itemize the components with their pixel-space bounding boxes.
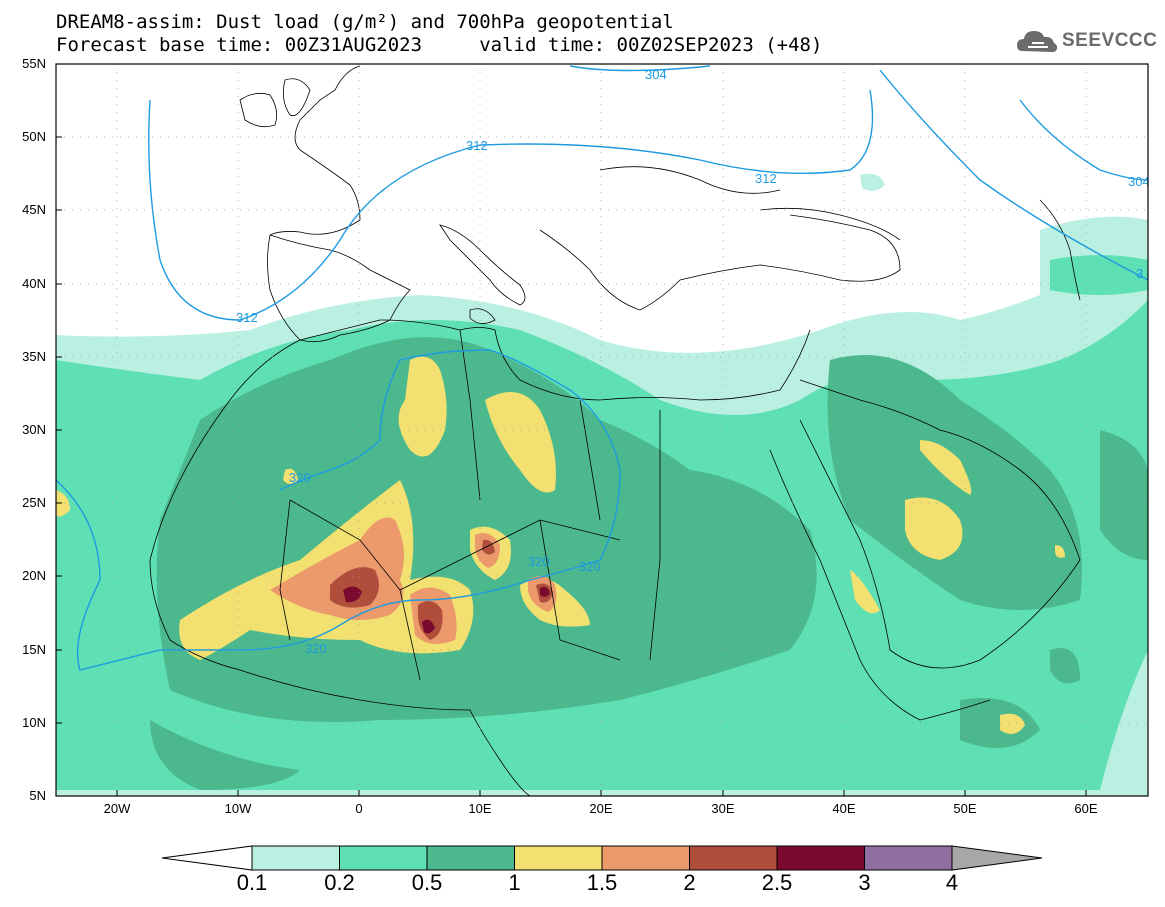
lat-label: 25N bbox=[22, 495, 46, 510]
contour-304-east bbox=[1019, 99, 1148, 181]
lon-label: 10E bbox=[468, 801, 492, 816]
colorbar-level-label: 0.2 bbox=[324, 870, 355, 895]
contour-label: 3 bbox=[1136, 266, 1143, 281]
contour-label: 320 bbox=[579, 559, 601, 574]
colorbar-swatch bbox=[339, 845, 428, 871]
colorbar-level-label: 0.5 bbox=[411, 870, 443, 895]
lat-label: 15N bbox=[22, 642, 46, 657]
lon-label: 40E bbox=[832, 801, 856, 816]
colorbar-level-label: 1 bbox=[508, 870, 521, 895]
colorbar-swatch bbox=[864, 845, 953, 871]
lon-label: 50E bbox=[953, 801, 977, 816]
lon-label: 30E bbox=[711, 801, 735, 816]
colorbar-level-label: 4 bbox=[945, 870, 959, 895]
lat-label: 35N bbox=[22, 349, 46, 364]
contour-label: 312 bbox=[755, 171, 777, 186]
contour-label: 320 bbox=[528, 554, 550, 569]
colorbar-swatch bbox=[426, 845, 515, 871]
logo-text: SEEVCCC bbox=[1062, 30, 1158, 51]
colorbar-level-label: 0.1 bbox=[236, 870, 268, 895]
contour-label: 304 bbox=[1128, 174, 1150, 189]
lat-label: 50N bbox=[22, 129, 46, 144]
contour-label: 320 bbox=[305, 641, 327, 656]
lat-label: 10N bbox=[22, 715, 46, 730]
lon-label: 20W bbox=[103, 801, 131, 816]
contour-label: 312 bbox=[236, 310, 258, 325]
colorbar-swatch bbox=[776, 845, 865, 871]
contour-312-east bbox=[879, 69, 1148, 281]
colorbar-level-label: 1.5 bbox=[586, 870, 618, 895]
seevccc-logo: SEEVCCC bbox=[1016, 24, 1157, 58]
contour-label: 312 bbox=[466, 138, 488, 153]
contour-304-west bbox=[569, 65, 711, 72]
geopotential-contours bbox=[56, 65, 1148, 671]
map-title: DREAM8-assim: Dust load (g/m²) and 700hP… bbox=[56, 11, 674, 33]
cloud-icon bbox=[1017, 31, 1058, 52]
dust-field-dark bbox=[343, 586, 550, 634]
colorbar-level-label: 3 bbox=[858, 870, 871, 895]
contour-label: 304 bbox=[645, 67, 667, 82]
colorbar-swatch bbox=[601, 845, 690, 871]
colorbar bbox=[161, 845, 1043, 871]
lat-label: 40N bbox=[22, 276, 46, 291]
lat-label: 30N bbox=[22, 422, 46, 437]
lat-label: 5N bbox=[29, 788, 46, 803]
lon-label: 60E bbox=[1074, 801, 1098, 816]
lon-label: 10W bbox=[224, 801, 252, 816]
contour-labels: 304 312 312 312 304 3 320 320 320 320 bbox=[236, 67, 1150, 656]
contour-label: 320 bbox=[289, 470, 311, 485]
lat-label: 45N bbox=[22, 202, 46, 217]
colorbar-under-arrow bbox=[161, 845, 253, 871]
colorbar-swatch bbox=[514, 845, 603, 871]
coastlines-and-borders bbox=[149, 65, 1081, 796]
colorbar-level-label: 2 bbox=[683, 870, 696, 895]
lon-label: 20E bbox=[589, 801, 613, 816]
lat-label: 55N bbox=[22, 56, 46, 71]
colorbar-swatch bbox=[251, 845, 340, 871]
forecast-time-subtitle: Forecast base time: 00Z31AUG2023 valid t… bbox=[56, 34, 823, 56]
colorbar-over-arrow bbox=[951, 845, 1043, 871]
colorbar-level-label: 2.5 bbox=[761, 870, 793, 895]
contour-320 bbox=[56, 349, 621, 671]
colorbar-swatch bbox=[689, 845, 778, 871]
lon-label: 0 bbox=[355, 801, 363, 816]
contour-312-atlantic bbox=[148, 89, 874, 321]
lat-label: 20N bbox=[22, 568, 46, 583]
axis-ticks bbox=[56, 63, 1087, 797]
